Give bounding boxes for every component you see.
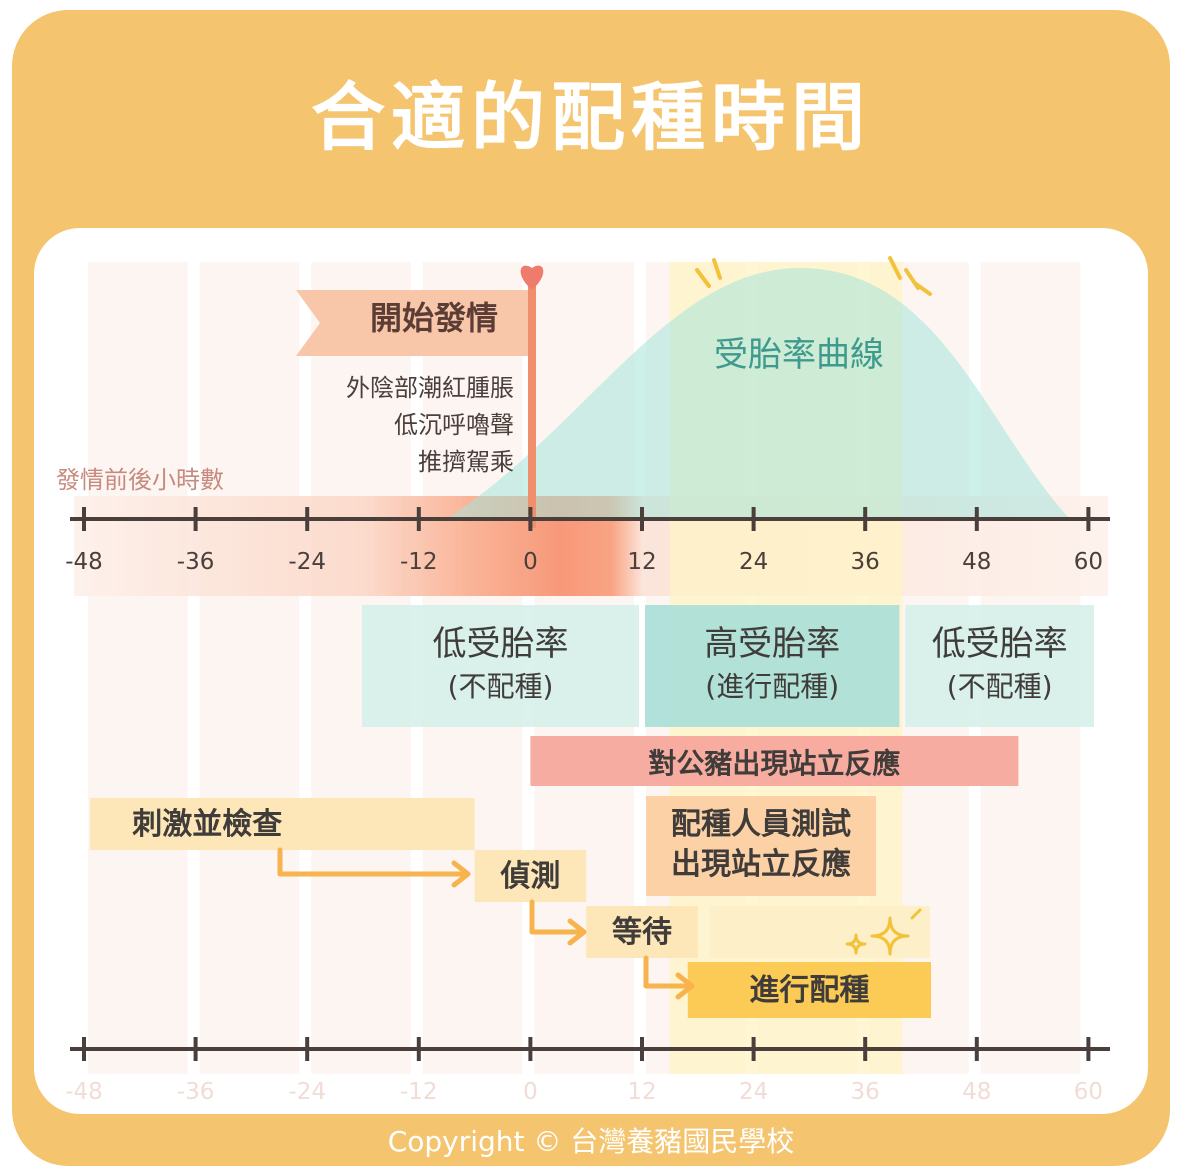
step-label: 進行配種 [749, 973, 870, 1008]
step-box [90, 798, 475, 850]
sparkle-icon [845, 933, 867, 955]
top-axis-tick-label: 0 [523, 549, 538, 575]
sparkle-stroke [888, 256, 902, 280]
zone-subtitle: (進行配種) [705, 670, 840, 703]
top-axis-tick-label: 36 [851, 549, 880, 575]
zone-box [362, 605, 639, 727]
bottom-axis-tick-label: -48 [65, 1079, 103, 1105]
arrow-to-detect [277, 847, 469, 877]
process-steps [90, 796, 931, 1018]
stripe [88, 262, 188, 1074]
flag-pole [528, 276, 536, 528]
boar-response-bar [530, 736, 1019, 786]
heart-icon [520, 265, 544, 290]
top-axis-tick-label: 48 [962, 549, 991, 575]
bottom-axis-tick-label: 60 [1074, 1079, 1103, 1105]
estrus-sign: 外陰部潮紅腫脹 [346, 374, 514, 402]
zone-subtitle: (不配種) [447, 670, 554, 703]
copyright-text: Copyright © 台灣養豬國民學校 [387, 1125, 795, 1158]
bottom-axis-tick-label: 36 [851, 1079, 880, 1105]
step-label: 刺激並檢查 [132, 807, 283, 842]
top-axis-tick-label: 12 [627, 549, 656, 575]
bottom-axis-tick-label: -24 [288, 1079, 326, 1105]
bottom-axis-tick-label: 0 [523, 1079, 538, 1105]
curve-shape [446, 268, 1070, 519]
bottom-axis-tick-label: 24 [739, 1079, 768, 1105]
estrus-sign: 低沉呼嚕聲 [394, 411, 514, 439]
estrus-sign: 推擠駕乘 [418, 448, 514, 476]
arrow-to-wait [529, 899, 585, 935]
flag-banner [296, 290, 528, 356]
step-box [474, 850, 587, 902]
top-axis-tick-label: -48 [65, 549, 103, 575]
sparkle-stroke [695, 268, 711, 288]
zone-subtitle: (不配種) [946, 670, 1053, 703]
sparkle-stroke [914, 282, 932, 296]
zone-box [905, 605, 1094, 727]
zone-title: 高受胎率 [704, 624, 841, 664]
bottom-axis-tick-label: -12 [400, 1079, 438, 1105]
curve-label: 受胎率曲線 [714, 335, 884, 375]
arrow-to-detect-head [451, 860, 471, 888]
top-axis-tick-label: -24 [288, 549, 326, 575]
step-label: 偵測 [500, 859, 561, 894]
sparkle-stroke [712, 258, 722, 280]
sparkle-icon [870, 916, 910, 956]
top-axis-tick-label: 24 [739, 549, 768, 575]
boar-response-label: 對公豬出現站立反應 [648, 747, 901, 780]
flag-label: 開始發情 [369, 299, 498, 337]
timing-diagram: 受胎率曲線 -48 -36 -24 -12 0 12 24 36 48 60 -48 -36 -24-… [65, 256, 1110, 1105]
conception-zones [362, 605, 1094, 786]
arrow-to-wait-head [567, 918, 587, 946]
zone-box [645, 605, 900, 727]
staff-test-line1: 配種人員測試 [671, 807, 851, 842]
top-axis-tick-label: -12 [400, 549, 438, 575]
content-panel: 受胎率曲線 -48 -36 -24 -12 0 12 24 36 48 60 -48 -36 -24-… [34, 228, 1148, 1114]
top-axis-tick-label: -36 [177, 549, 215, 575]
bottom-axis-tick-label: 48 [962, 1079, 991, 1105]
step-box-mating [687, 962, 931, 1018]
arrow-to-mate [643, 955, 693, 989]
stripe [199, 262, 300, 1074]
bottom-axis-tick-label: -36 [177, 1079, 215, 1105]
staff-test-line2: 出現站立反應 [671, 847, 851, 882]
top-axis-tick-label: 60 [1074, 549, 1103, 575]
axis-label: 發情前後小時數 [56, 466, 224, 494]
sparkle-stroke [910, 908, 922, 920]
zone-title: 低受胎率 [432, 624, 569, 664]
step-box [586, 906, 698, 958]
step-label: 等待 [611, 915, 672, 950]
bottom-axis: -48 -36 -24 -12 0 12 24 36 48 60 [65, 1037, 1110, 1105]
arrow-to-mate-head [675, 972, 695, 1000]
estrus-flag [296, 265, 544, 528]
page-title: 合適的配種時間 [311, 75, 871, 161]
bottom-axis-tick-label: 12 [627, 1079, 656, 1105]
zone-title: 低受胎率 [931, 624, 1068, 664]
staff-test-box [646, 796, 876, 896]
top-axis: -48 -36 -24 -12 0 12 24 36 48 60 [65, 507, 1110, 575]
